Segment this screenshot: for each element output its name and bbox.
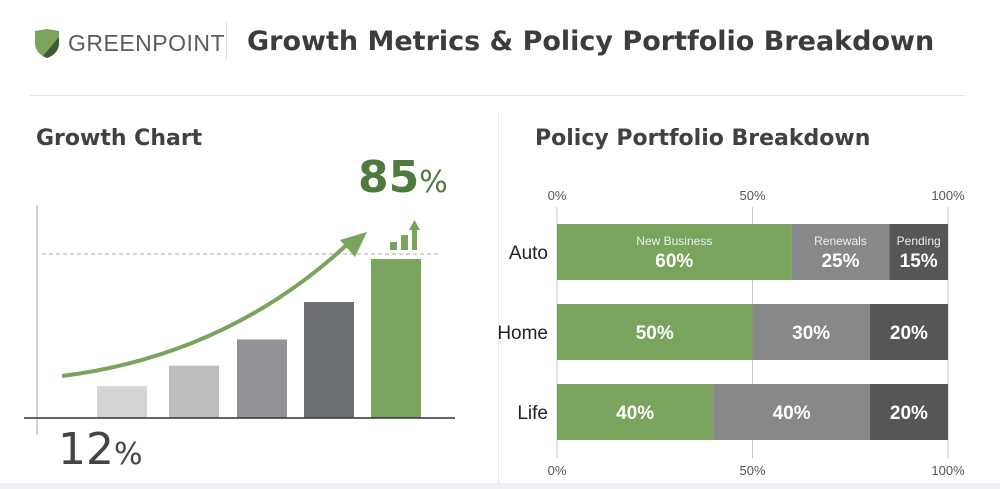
data-label: 20% bbox=[890, 403, 928, 424]
start-value-label: 12% bbox=[58, 424, 143, 475]
end-value-label: 85% bbox=[358, 152, 448, 203]
series-label: Pending bbox=[897, 234, 941, 248]
bottom-strip bbox=[0, 483, 1000, 489]
header-rule bbox=[30, 95, 965, 96]
x-tick-bottom: 0% bbox=[548, 463, 567, 478]
data-label: 40% bbox=[616, 403, 654, 424]
growth-chart-title: Growth Chart bbox=[36, 126, 203, 151]
portfolio-chart-title: Policy Portfolio Breakdown bbox=[535, 126, 871, 151]
growth-chart bbox=[24, 205, 455, 435]
x-tick-bottom: 50% bbox=[739, 463, 765, 478]
bar-segment-new-business bbox=[557, 304, 753, 360]
data-label: 20% bbox=[890, 323, 928, 344]
bar-segment-renewals bbox=[752, 304, 870, 360]
data-label: 30% bbox=[792, 323, 830, 344]
growth-bar-5 bbox=[371, 259, 421, 418]
series-label: Renewals bbox=[814, 234, 867, 248]
growth-bar-3 bbox=[237, 339, 287, 418]
data-label: 60% bbox=[655, 251, 693, 272]
growth-icon-bar bbox=[401, 235, 408, 250]
category-label: Life bbox=[517, 403, 548, 424]
data-label: 40% bbox=[773, 403, 811, 424]
brand-name: GREENPOINT bbox=[68, 30, 226, 56]
growth-icon-arrow-head bbox=[409, 220, 420, 230]
growth-bar-4 bbox=[304, 302, 354, 418]
x-tick-top: 50% bbox=[739, 188, 765, 203]
bar-segment-new-business bbox=[557, 224, 792, 280]
category-label: Home bbox=[499, 323, 548, 344]
data-label: 50% bbox=[636, 323, 674, 344]
x-tick-top: 0% bbox=[548, 188, 567, 203]
series-label: New Business bbox=[636, 234, 712, 248]
bar-segment-pending bbox=[869, 304, 948, 360]
page-title: Growth Metrics & Policy Portfolio Breakd… bbox=[247, 26, 935, 57]
growth-icon-bar bbox=[390, 242, 397, 250]
growth-bar-1 bbox=[97, 386, 147, 418]
data-label: 25% bbox=[821, 251, 859, 272]
trend-arrow bbox=[61, 238, 354, 378]
header-divider bbox=[226, 22, 227, 60]
bar-segment-pending bbox=[869, 384, 948, 440]
trend-arrow-head bbox=[340, 232, 367, 257]
logo-icon bbox=[34, 29, 60, 63]
category-label: Auto bbox=[509, 243, 548, 264]
bar-segment-renewals bbox=[791, 224, 890, 280]
portfolio-chart: 0% 0% 50% 50% 100% 100% Auto New Business 60% Ren… bbox=[499, 188, 965, 478]
panel-divider bbox=[498, 112, 499, 484]
x-tick-top: 100% bbox=[931, 188, 965, 203]
bar-segment-renewals bbox=[713, 384, 870, 440]
x-tick-bottom: 100% bbox=[931, 463, 965, 478]
bar-segment-new-business bbox=[557, 384, 714, 440]
data-label: 15% bbox=[900, 251, 938, 272]
growth-icon-arrow bbox=[412, 229, 417, 250]
growth-bar-2 bbox=[169, 365, 219, 418]
bar-segment-pending bbox=[889, 224, 948, 280]
